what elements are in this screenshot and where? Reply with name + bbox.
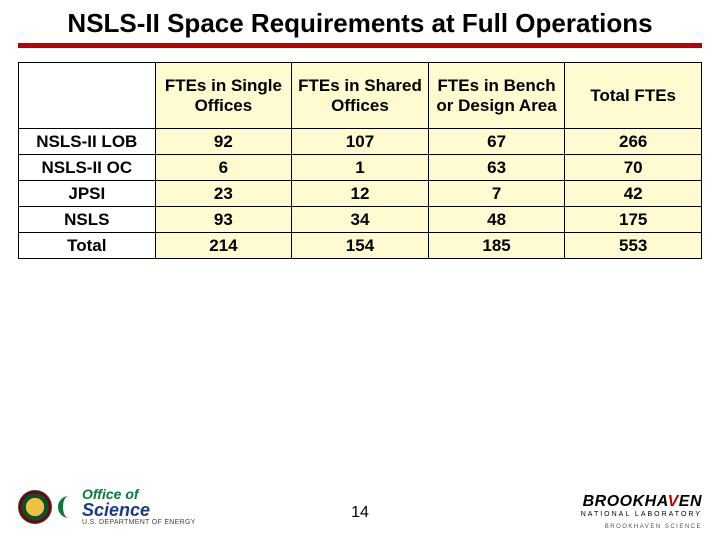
row-label: NSLS-II OC — [19, 155, 156, 181]
col-header — [19, 63, 156, 129]
swoosh-icon — [58, 492, 76, 522]
cell: 70 — [565, 155, 702, 181]
cell: 553 — [565, 233, 702, 259]
cell: 63 — [428, 155, 565, 181]
row-label: JPSI — [19, 181, 156, 207]
row-label: Total — [19, 233, 156, 259]
bnl-sub: NATIONAL LABORATORY — [581, 511, 702, 518]
table-row: NSLS-II OC 6 1 63 70 — [19, 155, 702, 181]
bnl-name-pre: BROOKHA — [583, 493, 668, 510]
col-header: FTEs in Bench or Design Area — [428, 63, 565, 129]
page-title: NSLS-II Space Requirements at Full Opera… — [0, 0, 720, 41]
cell: 92 — [155, 129, 292, 155]
table-row: NSLS-II LOB 92 107 67 266 — [19, 129, 702, 155]
logo-line: Science — [82, 501, 196, 519]
cell: 34 — [292, 207, 429, 233]
cell: 93 — [155, 207, 292, 233]
row-label: NSLS-II LOB — [19, 129, 156, 155]
col-header: Total FTEs — [565, 63, 702, 129]
cell: 214 — [155, 233, 292, 259]
cell: 12 — [292, 181, 429, 207]
logo-line: U.S. DEPARTMENT OF ENERGY — [82, 519, 196, 526]
cell: 67 — [428, 129, 565, 155]
table-row: JPSI 23 12 7 42 — [19, 181, 702, 207]
table-row: Total 214 154 185 553 — [19, 233, 702, 259]
office-of-science-text: Office of Science U.S. DEPARTMENT OF ENE… — [82, 487, 196, 526]
cell: 154 — [292, 233, 429, 259]
cell: 7 — [428, 181, 565, 207]
bnl-name-v: V — [668, 493, 679, 510]
doe-seal-icon — [18, 490, 52, 524]
logo-line: Office of — [82, 487, 196, 501]
bnl-name: BROOKHAVEN — [581, 494, 702, 510]
cell: 23 — [155, 181, 292, 207]
bnl-name-post: EN — [679, 493, 702, 510]
office-of-science-logo: Office of Science U.S. DEPARTMENT OF ENE… — [18, 487, 196, 526]
col-header: FTEs in Shared Offices — [292, 63, 429, 129]
cell: 48 — [428, 207, 565, 233]
col-header: FTEs in Single Offices — [155, 63, 292, 129]
cell: 1 — [292, 155, 429, 181]
cell: 175 — [565, 207, 702, 233]
cell: 42 — [565, 181, 702, 207]
cell: 266 — [565, 129, 702, 155]
title-underline — [18, 43, 702, 48]
row-label: NSLS — [19, 207, 156, 233]
brookhaven-logo: BROOKHAVEN NATIONAL LABORATORY BROOKHAVE… — [581, 494, 702, 530]
fte-table: FTEs in Single Offices FTEs in Shared Of… — [18, 62, 702, 259]
table-header-row: FTEs in Single Offices FTEs in Shared Of… — [19, 63, 702, 129]
bnl-assoc: BROOKHAVEN SCIENCE — [581, 524, 702, 530]
table-row: NSLS 93 34 48 175 — [19, 207, 702, 233]
cell: 6 — [155, 155, 292, 181]
fte-table-container: FTEs in Single Offices FTEs in Shared Of… — [18, 62, 702, 259]
cell: 185 — [428, 233, 565, 259]
cell: 107 — [292, 129, 429, 155]
